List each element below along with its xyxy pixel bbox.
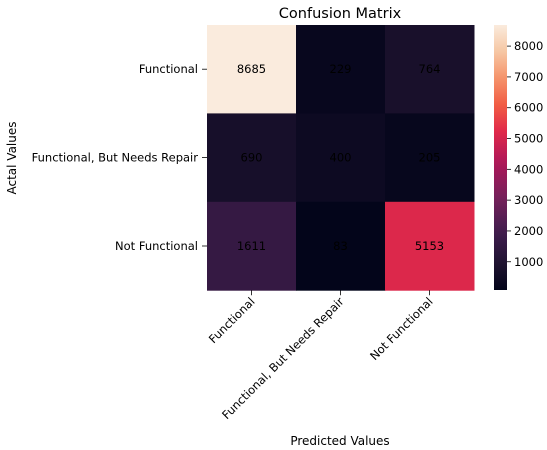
cell-value-label: 8685	[237, 62, 266, 76]
colorbar-tick-label: 2000	[514, 224, 543, 238]
heatmap-cell	[385, 25, 475, 114]
colorbar-tick-label: 4000	[514, 162, 543, 176]
y-axis-label: Actal Values	[5, 121, 19, 194]
chart-title: Confusion Matrix	[279, 6, 402, 22]
colorbar-tick-label: 6000	[514, 101, 543, 115]
x-tick-label: Functional	[206, 294, 258, 346]
heatmap-cell	[296, 25, 386, 114]
y-tick-label: Not Functional	[115, 239, 198, 253]
cell-value-label: 1611	[237, 239, 266, 253]
cell-value-label: 400	[330, 151, 352, 165]
cell-value-label: 764	[419, 62, 441, 76]
heatmap-cell	[296, 201, 386, 291]
heatmap-cell	[207, 201, 297, 291]
heatmap-cell	[207, 25, 297, 114]
colorbar-tick-label: 8000	[514, 39, 543, 53]
heatmap-cells	[207, 25, 475, 291]
heatmap-cell	[385, 113, 475, 203]
x-axis-label: Predicted Values	[290, 434, 389, 448]
cell-value-label: 205	[419, 151, 441, 165]
x-tick-label: Not Functional	[367, 294, 436, 363]
heatmap-cell	[385, 201, 475, 291]
colorbar-tick-label: 5000	[514, 132, 543, 146]
y-tick-label: Functional	[139, 62, 198, 76]
y-axis-ticks: Functional Functional, But Needs Repair No…	[32, 62, 207, 253]
heatmap-cell	[207, 113, 297, 203]
colorbar-tick-label: 1000	[514, 255, 543, 269]
cell-value-label: 83	[333, 239, 348, 253]
cell-value-label: 5153	[415, 239, 444, 253]
colorbar	[494, 25, 507, 290]
cell-value-label: 690	[241, 151, 263, 165]
cell-value-label: 229	[330, 62, 352, 76]
y-tick-label: Functional, But Needs Repair	[32, 151, 199, 165]
colorbar-tick-label: 7000	[514, 70, 543, 84]
colorbar-ticks: 1000 2000 3000 4000 5000 6000 7000 8000	[507, 39, 543, 269]
colorbar-tick-label: 3000	[514, 193, 543, 207]
heatmap-cell-labels: 8685 229 764 690 400 205 1611 83 5153	[237, 62, 444, 253]
heatmap-cell	[296, 113, 386, 203]
